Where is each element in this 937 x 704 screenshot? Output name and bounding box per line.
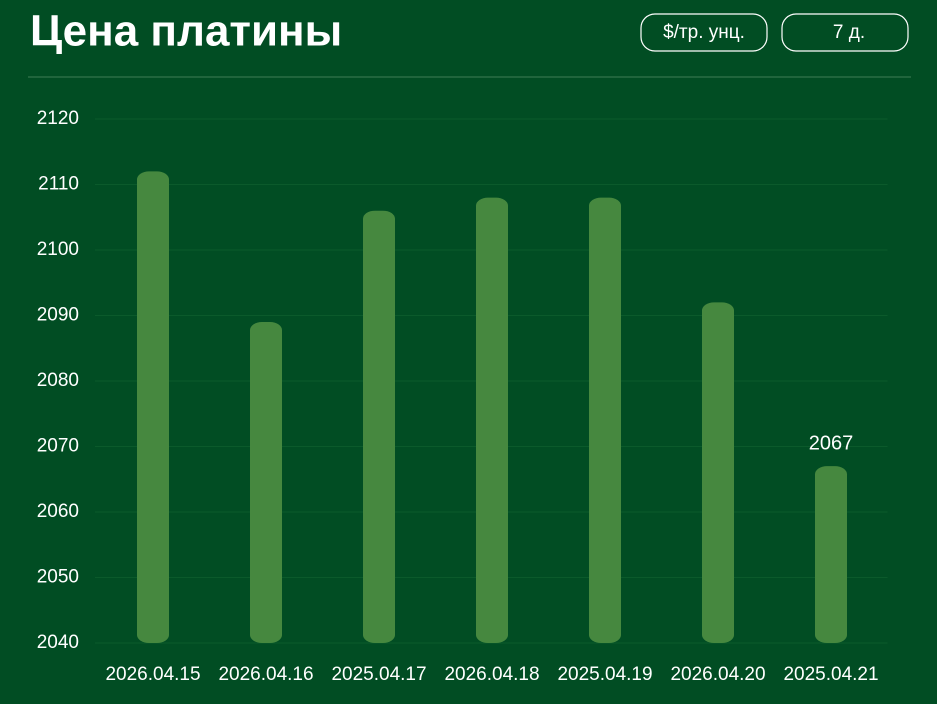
bar — [363, 210, 395, 643]
y-tick-label: 2040 — [37, 632, 79, 653]
period-button-label[interactable]: 7 д. — [833, 22, 865, 43]
y-tick-label: 2060 — [37, 501, 79, 522]
y-tick-label: 2110 — [38, 174, 79, 195]
x-tick-label: 2026.04.18 — [444, 664, 539, 685]
bar — [476, 197, 508, 643]
bar — [589, 197, 621, 643]
y-tick-label: 2080 — [37, 370, 79, 391]
bar — [702, 302, 734, 643]
x-tick-label: 2026.04.16 — [218, 664, 313, 685]
y-tick-label: 2070 — [37, 436, 79, 457]
unit-button-frame[interactable] — [640, 13, 768, 52]
chart-title: Цена платины — [30, 7, 342, 56]
unit-button-label[interactable]: $/тр. унц. — [663, 22, 745, 43]
data-label: 2067 — [809, 432, 854, 454]
period-button-frame[interactable] — [781, 13, 909, 52]
y-tick-label: 2050 — [37, 567, 79, 588]
bar — [250, 322, 282, 643]
x-tick-label: 2025.04.19 — [557, 664, 652, 685]
x-tick-label: 2026.04.20 — [670, 664, 765, 685]
y-tick-label: 2120 — [37, 108, 79, 129]
y-tick-label: 2090 — [37, 305, 79, 326]
y-tick-label: 2100 — [37, 239, 79, 260]
x-tick-label: 2025.04.21 — [783, 664, 878, 685]
x-tick-label: 2026.04.15 — [105, 664, 200, 685]
period-button[interactable]: 7 д. — [781, 13, 909, 52]
unit-button[interactable]: $/тр. унц. — [640, 13, 768, 52]
x-tick-label: 2025.04.17 — [331, 664, 426, 685]
bar — [815, 466, 847, 643]
bar — [137, 171, 169, 643]
